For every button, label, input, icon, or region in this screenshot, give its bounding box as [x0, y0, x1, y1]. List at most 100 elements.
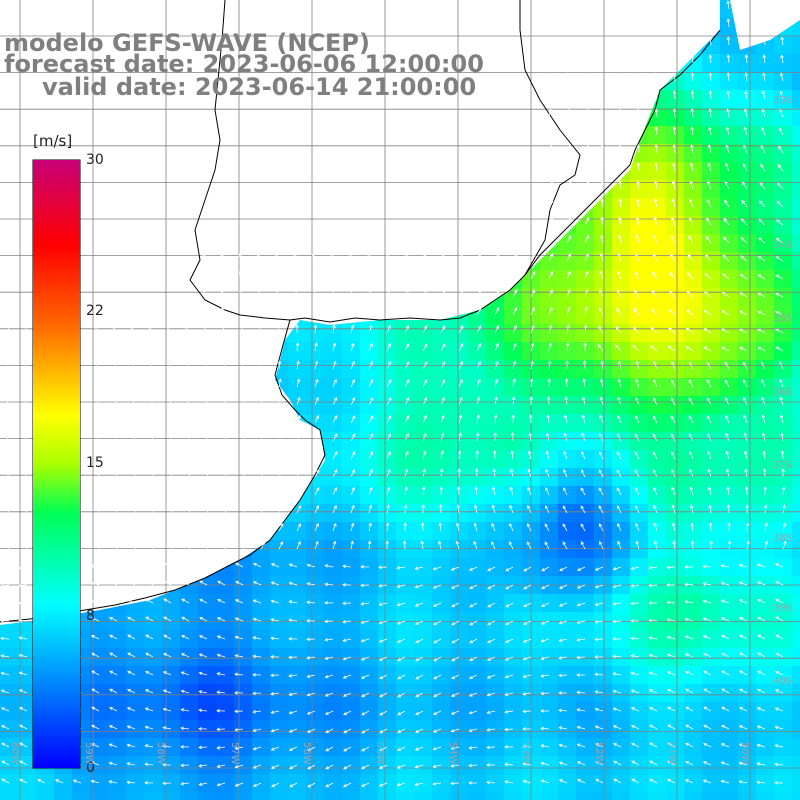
wind-arrow	[547, 378, 551, 388]
wind-cell	[252, 756, 271, 775]
wind-cell	[684, 324, 703, 343]
wind-arrow	[565, 54, 569, 64]
wind-cell	[720, 648, 739, 667]
wind-arrow	[421, 504, 425, 514]
wind-arrow	[199, 562, 208, 568]
wind-cell	[612, 288, 631, 307]
wind-arrow	[558, 638, 568, 643]
wind-cell	[684, 432, 703, 451]
wind-arrow	[126, 581, 136, 586]
wind-cell	[468, 360, 487, 379]
wind-arrow	[616, 505, 622, 514]
wind-arrow	[690, 108, 695, 118]
wind-arrow	[612, 584, 622, 589]
wind-cell	[144, 684, 163, 703]
wind-cell	[342, 360, 361, 379]
wind-arrow	[649, 778, 658, 784]
wind-arrow	[94, 379, 100, 388]
wind-arrow	[708, 54, 713, 64]
wind-cell	[702, 360, 721, 379]
wind-arrow	[635, 378, 640, 388]
wind-cell	[432, 468, 451, 487]
wind-arrow	[112, 325, 118, 334]
wind-cell	[0, 666, 19, 685]
wind-cell	[738, 72, 757, 91]
wind-cell	[396, 450, 415, 469]
wind-arrow	[4, 415, 10, 424]
wind-arrow	[648, 583, 658, 588]
wind-cell	[630, 684, 649, 703]
wind-arrow	[288, 655, 298, 660]
wind-arrow	[422, 288, 427, 298]
wind-cell	[612, 738, 631, 757]
wind-cell	[684, 504, 703, 523]
wind-arrow	[775, 256, 784, 262]
wind-arrow	[473, 504, 478, 514]
wind-arrow	[739, 292, 748, 298]
wind-arrow	[95, 414, 100, 424]
wind-cell	[774, 738, 793, 757]
wind-cell	[198, 756, 217, 775]
wind-cell	[756, 162, 775, 181]
wind-cell	[720, 450, 739, 469]
wind-cell	[342, 720, 361, 739]
wind-arrow	[242, 505, 248, 514]
wind-arrow	[652, 271, 658, 280]
wind-arrow	[234, 764, 244, 769]
wind-cell	[612, 594, 631, 613]
wind-arrow	[672, 540, 676, 550]
wind-cell	[774, 504, 793, 523]
wind-arrow	[576, 584, 586, 589]
wind-cell	[486, 630, 505, 649]
wind-cell	[576, 720, 595, 739]
wind-arrow	[541, 584, 550, 590]
wind-arrow	[313, 324, 318, 334]
wind-arrow	[761, 396, 766, 406]
wind-arrow	[558, 743, 568, 748]
wind-cell	[792, 630, 800, 649]
wind-cell	[774, 198, 793, 217]
wind-arrow	[368, 415, 374, 424]
wind-arrow	[630, 601, 640, 606]
wind-arrow	[671, 198, 676, 208]
wind-cell	[504, 792, 523, 800]
wind-arrow	[288, 581, 298, 586]
wind-cell	[432, 450, 451, 469]
wind-arrow	[757, 670, 766, 676]
wind-arrow	[162, 726, 172, 730]
wind-cell	[738, 720, 757, 739]
wind-cell	[360, 756, 379, 775]
wind-cell	[486, 450, 505, 469]
wind-arrow	[203, 306, 208, 316]
wind-arrow	[636, 72, 640, 82]
wind-arrow	[761, 378, 766, 388]
wind-cell	[648, 414, 667, 433]
wind-cell	[720, 378, 739, 397]
wind-arrow	[221, 342, 226, 352]
wind-cell	[630, 756, 649, 775]
wind-cell	[432, 774, 451, 793]
wind-cell	[360, 594, 379, 613]
wind-cell	[774, 36, 793, 55]
wind-arrow	[361, 764, 370, 770]
wind-cell	[630, 360, 649, 379]
lon-label-52w: 52W	[593, 742, 604, 765]
wind-arrow	[451, 620, 460, 626]
wind-arrow	[576, 690, 586, 695]
wind-arrow	[216, 672, 226, 676]
wind-arrow	[97, 540, 102, 550]
wind-arrow	[0, 584, 10, 588]
wind-cell	[756, 648, 775, 667]
wind-arrow	[653, 504, 658, 514]
wind-cell	[594, 774, 613, 793]
wind-arrow	[277, 342, 281, 352]
wind-arrow	[252, 673, 262, 677]
wind-arrow	[432, 602, 442, 607]
wind-cell	[468, 594, 487, 613]
wind-arrow	[112, 343, 118, 352]
wind-arrow	[149, 414, 154, 424]
wind-arrow	[368, 324, 373, 334]
wind-arrow	[224, 541, 230, 550]
wind-arrow	[350, 306, 354, 316]
wind-arrow	[738, 581, 748, 586]
